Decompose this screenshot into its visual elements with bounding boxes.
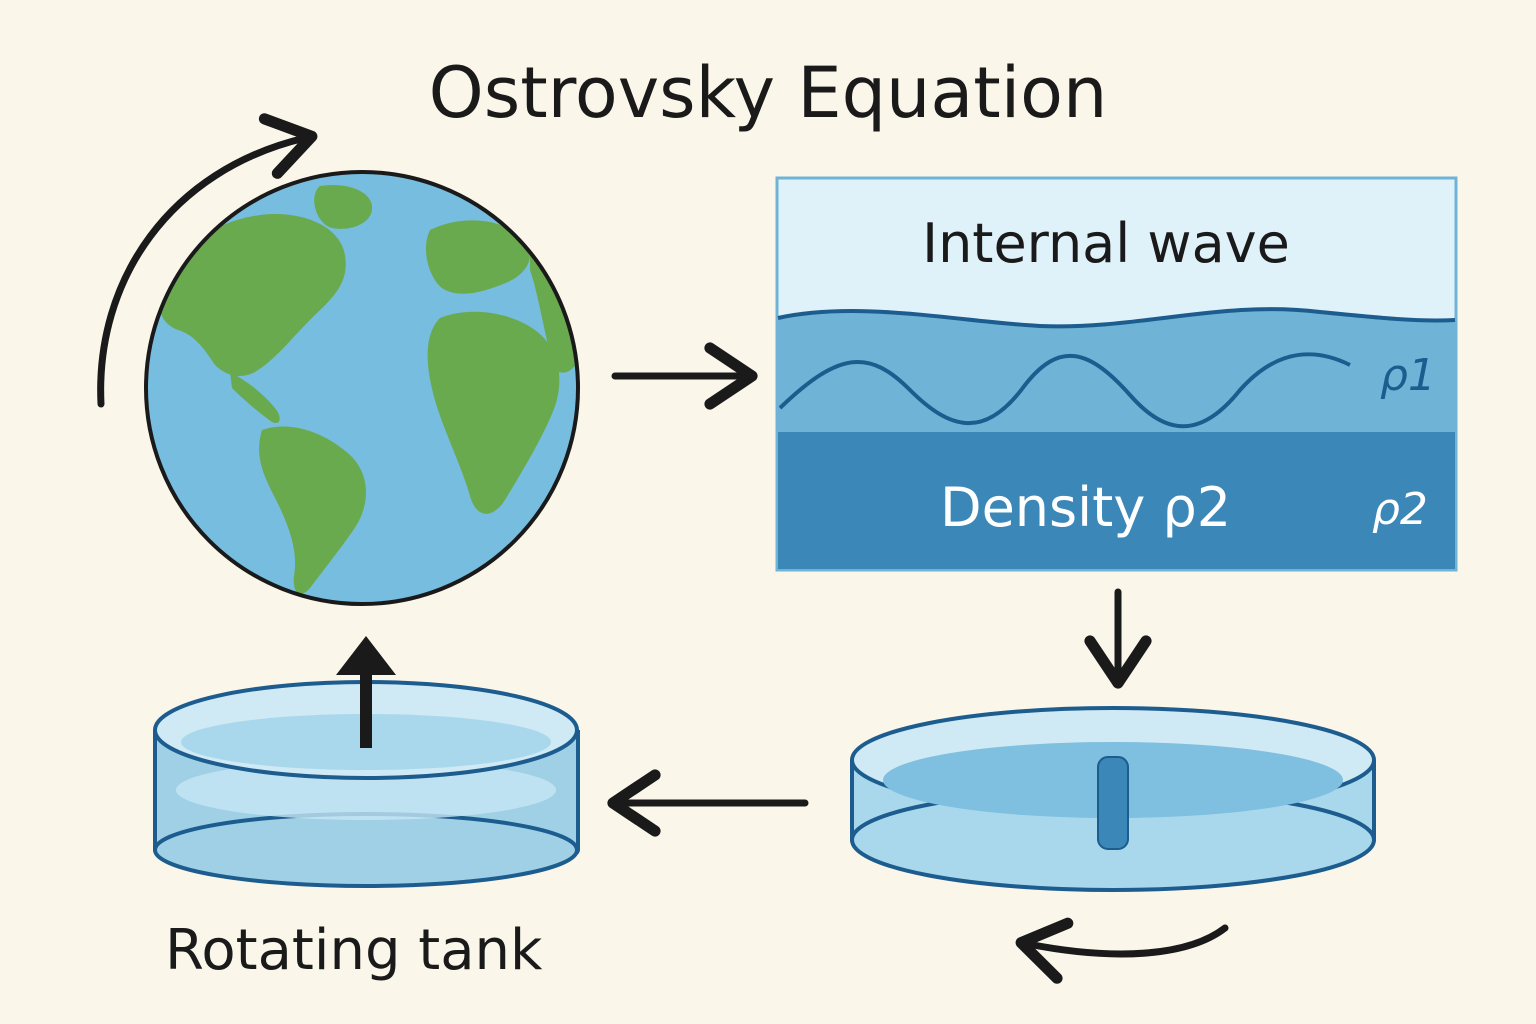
water-tank-right-icon: [850, 706, 1376, 892]
rotation-arrow-bottom-icon: [1015, 917, 1229, 984]
water-tank-left-icon: [153, 680, 580, 888]
arrow-up: [336, 636, 396, 748]
tank-label: Rotating tank: [165, 918, 543, 983]
upper-layer-label: ρ1: [1380, 350, 1436, 401]
panel-heading: Internal wave: [922, 212, 1290, 275]
page-title: Ostrovsky Equation: [428, 52, 1108, 134]
lower-layer-text: Density ρ2: [940, 476, 1231, 539]
earth-globe-icon: [144, 170, 580, 606]
internal-wave-panel: [775, 176, 1458, 572]
rotation-arrow-icon: [97, 113, 318, 408]
lower-layer-label: ρ2: [1372, 484, 1428, 535]
